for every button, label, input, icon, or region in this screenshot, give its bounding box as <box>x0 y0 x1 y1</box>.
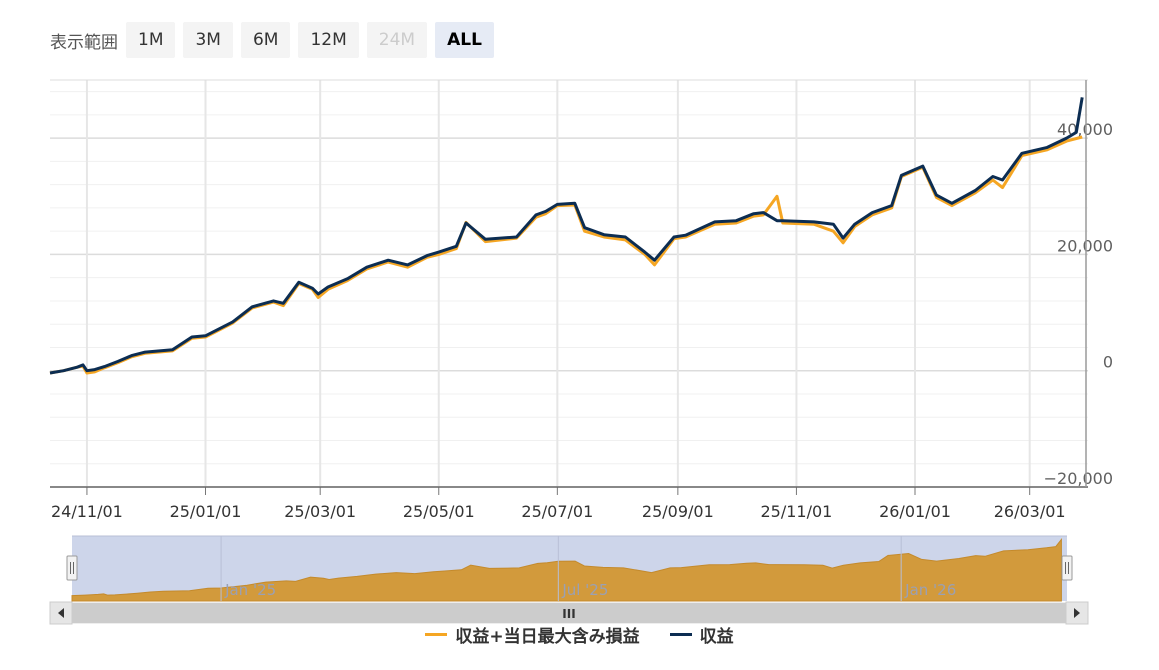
legend: 収益+当日最大含み損益 収益 <box>0 622 1159 647</box>
x-tick-label-2: 25/03/01 <box>284 502 356 521</box>
scroll-right-icon <box>1074 608 1080 618</box>
legend-swatch-unrealized <box>425 633 448 636</box>
navigator-label-1: Jul '25 <box>561 581 608 599</box>
range-button-1m[interactable]: 1M <box>126 22 176 58</box>
navigator-label-2: Jan '26 <box>904 581 956 599</box>
range-selector-label: 表示範囲 <box>50 32 118 53</box>
x-tick-label-8: 26/03/01 <box>994 502 1066 521</box>
x-tick-label-4: 25/07/01 <box>521 502 593 521</box>
series-line-profit <box>49 97 1084 375</box>
navigator-handle-left[interactable] <box>66 555 78 581</box>
scrollbar-thumb[interactable] <box>72 603 1066 623</box>
handle-body[interactable] <box>66 555 78 581</box>
y-tick-label-3: 40,000 <box>1057 120 1113 139</box>
x-tick-label-7: 26/01/01 <box>879 502 951 521</box>
legend-item-unrealized[interactable]: 収益+当日最大含み損益 <box>425 622 640 647</box>
y-tick-label-0: −20,000 <box>1044 469 1113 488</box>
x-tick-label-5: 25/09/01 <box>642 502 714 521</box>
y-tick-label-1: 0 <box>1103 353 1113 372</box>
range-button-12m[interactable]: 12M <box>298 22 359 58</box>
scroll-left-icon <box>58 608 64 618</box>
range-button-6m[interactable]: 6M <box>240 22 291 58</box>
range-button-3m[interactable]: 3M <box>183 22 233 58</box>
legend-item-profit[interactable]: 収益 <box>669 622 734 647</box>
handle-body[interactable] <box>1061 555 1073 581</box>
navigator-label-0: Jan '25 <box>224 581 276 599</box>
range-selector: 表示範囲 1M 3M 6M 12M 24M ALL <box>50 22 502 58</box>
legend-label-unrealized: 収益+当日最大含み損益 <box>455 627 640 647</box>
x-tick-label-3: 25/05/01 <box>403 502 475 521</box>
scrollbar-grip-icon: III <box>562 607 575 621</box>
x-tick-label-6: 25/11/01 <box>760 502 832 521</box>
legend-swatch-profit <box>669 633 692 636</box>
plot-area: −20,000 0 20,000 40,000 24/11/01 25/01/01 25/0… <box>49 79 1113 521</box>
navigator-handle-right[interactable] <box>1061 555 1073 581</box>
y-tick-label-2: 20,000 <box>1057 236 1113 255</box>
range-button-all[interactable]: ALL <box>435 22 494 58</box>
range-button-24m: 24M <box>366 22 428 58</box>
legend-label-profit: 収益 <box>699 627 734 647</box>
x-tick-label-0: 24/11/01 <box>51 502 123 521</box>
navigator-scrollbar[interactable]: III <box>49 601 1089 625</box>
x-tick-label-1: 25/01/01 <box>170 502 242 521</box>
navigator: Jan '25 Jul '25 Jan '26 <box>66 535 1073 602</box>
